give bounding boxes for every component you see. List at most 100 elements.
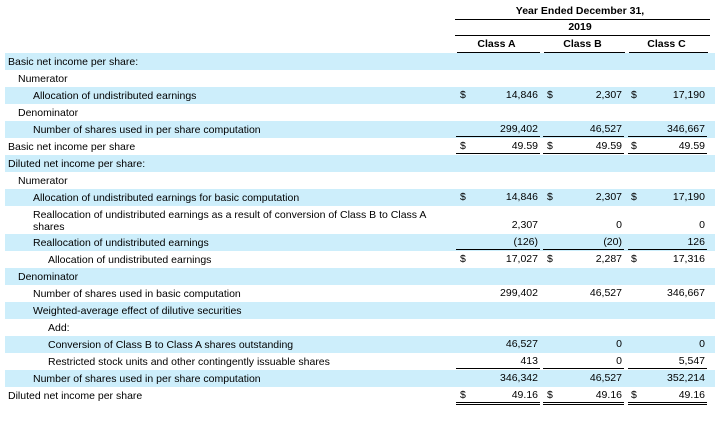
table-row: Denominator (5, 104, 715, 121)
cell-value: 0 (699, 219, 705, 231)
currency-symbol: $ (460, 140, 466, 152)
currency-symbol: $ (460, 389, 466, 401)
cell-value: 2,307 (595, 191, 622, 203)
cell-value: 352,214 (667, 372, 705, 384)
currency-symbol: $ (631, 89, 637, 101)
column-header: Class A (477, 38, 516, 50)
cell-value: 14,846 (505, 89, 538, 101)
table-row: Basic net income per share $49.59 $49.59 $4… (5, 138, 715, 156)
row-label: Allocation of undistributed earnings (48, 253, 212, 266)
cell-underline (628, 136, 707, 137)
currency-symbol: $ (631, 191, 637, 203)
row-label: Diluted net income per share: (8, 157, 146, 170)
row-label: Restricted stock units and other conting… (48, 355, 330, 368)
table-row: Number of shares used in per share compu… (5, 370, 715, 387)
currency-symbol: $ (547, 389, 553, 401)
currency-symbol: $ (547, 191, 553, 203)
table-row: Allocation of undistributed earnings $17,… (5, 251, 715, 268)
cell-value: 17,190 (672, 191, 705, 203)
table-row: Weighted-average effect of dilutive secu… (5, 302, 715, 319)
column-rule (457, 52, 540, 53)
cell-underline (543, 368, 624, 369)
row-label: Allocation of undistributed earnings for… (33, 191, 300, 204)
cell-underline (543, 136, 624, 137)
table-row: Allocation of undistributed earnings $14,… (5, 87, 715, 104)
cell-underline (456, 136, 540, 137)
row-label: Number of shares used in per share compu… (33, 372, 261, 385)
row-label: Denominator (18, 270, 79, 283)
cell-value: 49.59 (511, 140, 538, 152)
row-label: Conversion of Class B to Class A shares … (48, 338, 294, 351)
cell-value: 299,402 (500, 123, 538, 135)
row-label: Add: (48, 321, 70, 334)
row-label: Denominator (18, 106, 79, 119)
cell-value: 49.16 (678, 389, 705, 401)
table-row: Reallocation of undistributed earnings a… (5, 206, 715, 234)
table-row: Restricted stock units and other conting… (5, 353, 715, 370)
cell-value: 0 (616, 219, 622, 231)
cell-value: 46,527 (589, 287, 622, 299)
cell-value: 46,527 (589, 123, 622, 135)
cell-value: 0 (616, 355, 622, 367)
cell-value: 14,846 (505, 191, 538, 203)
cell-value: 413 (520, 355, 538, 367)
row-label: Weighted-average effect of dilutive secu… (33, 304, 242, 317)
cell-underline (456, 368, 540, 369)
cell-value: 46,527 (589, 372, 622, 384)
currency-symbol: $ (631, 253, 637, 265)
row-label: Basic net income per share (8, 140, 136, 153)
currency-symbol: $ (547, 89, 553, 101)
header-rule (455, 19, 710, 20)
cell-value: 299,402 (500, 287, 538, 299)
row-label: Number of shares used in per share compu… (33, 123, 261, 136)
cell-value: 49.16 (511, 389, 538, 401)
column-rule (629, 52, 708, 53)
table-row: Conversion of Class B to Class A shares … (5, 336, 715, 353)
cell-underline (456, 249, 540, 250)
cell-value: 2,287 (595, 253, 622, 265)
cell-value: 49.16 (595, 389, 622, 401)
row-label: Numerator (18, 72, 68, 85)
table-row: Diluted net income per share: (5, 155, 715, 172)
cell-value: 346,667 (667, 123, 705, 135)
row-label: Basic net income per share: (8, 55, 139, 68)
cell-value: 126 (687, 236, 705, 248)
row-label: Number of shares used in basic computati… (33, 287, 241, 300)
table-row: Numerator (5, 172, 715, 189)
column-rule (544, 52, 625, 53)
currency-symbol: $ (460, 89, 466, 101)
table-row: Diluted net income per share $49.16 $49.16… (5, 387, 715, 405)
cell-value: 17,027 (505, 253, 538, 265)
header-rule (455, 35, 710, 36)
cell-underline (628, 402, 707, 405)
cell-value: 346,342 (500, 372, 538, 384)
cell-underline (456, 402, 540, 405)
header-title: Year Ended December 31, (515, 5, 645, 17)
cell-value: (20) (603, 236, 622, 248)
column-header: Class C (647, 38, 686, 50)
cell-underline (628, 249, 707, 250)
cell-value: 46,527 (505, 338, 538, 350)
cell-value: 49.59 (678, 140, 705, 152)
table-row: Basic net income per share: (5, 53, 715, 70)
row-label: Allocation of undistributed earnings (33, 89, 197, 102)
row-label: Reallocation of undistributed earnings (33, 236, 209, 249)
table-row: Denominator (5, 268, 715, 285)
cell-value: 2,307 (595, 89, 622, 101)
cell-value: 17,190 (672, 89, 705, 101)
table-row: Number of shares used in per share compu… (5, 121, 715, 138)
table-row: Allocation of undistributed earnings for… (5, 189, 715, 206)
currency-symbol: $ (460, 191, 466, 203)
column-header: Class B (563, 38, 602, 50)
row-label: Diluted net income per share (8, 389, 143, 402)
cell-value: 2,307 (511, 219, 538, 231)
cell-underline (543, 249, 624, 250)
cell-underline (543, 402, 624, 405)
table-row: Number of shares used in basic computati… (5, 285, 715, 302)
table-row: Reallocation of undistributed earnings (1… (5, 234, 715, 251)
header-year: 2019 (568, 21, 592, 33)
cell-value: (126) (513, 236, 538, 248)
cell-value: 49.59 (595, 140, 622, 152)
cell-value: 0 (616, 338, 622, 350)
